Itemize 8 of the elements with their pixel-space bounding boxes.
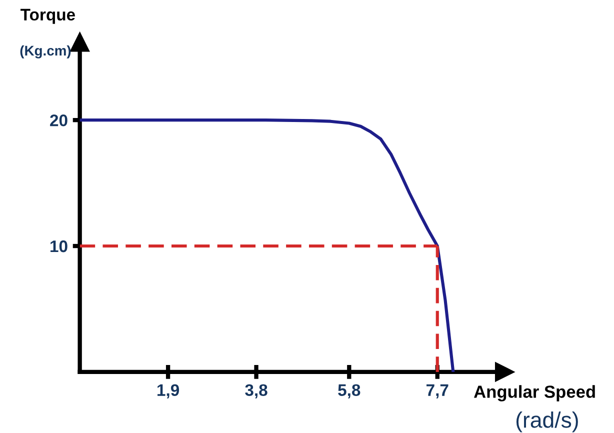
x-tick-label: 1,9: [158, 384, 180, 398]
x-tick-label: 3,8: [245, 384, 268, 398]
text: Torque (Kg.cm): [20, 8, 76, 58]
x-axis-title: Angular Speed (rad/s): [474, 385, 595, 432]
x-tick-label: 5,8: [338, 384, 360, 398]
y-tick-label: 20: [50, 114, 68, 126]
y-tick-label: 10: [50, 240, 68, 252]
x-tick-label: 7,7: [426, 384, 448, 398]
